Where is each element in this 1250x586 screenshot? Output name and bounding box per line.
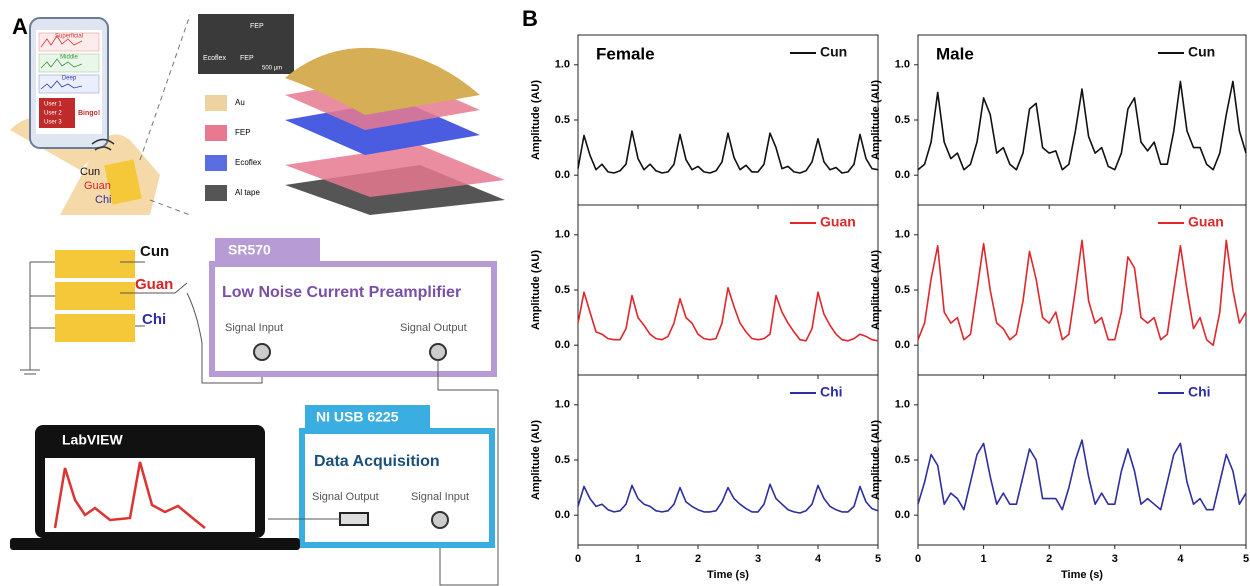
screen-label: Deep — [62, 76, 77, 82]
daq-tag-text: NI USB 6225 — [316, 409, 399, 425]
y-tick-label: 0.0 — [895, 509, 910, 521]
legend-label: Chi — [1188, 384, 1211, 400]
badge: Bingo! — [78, 110, 100, 117]
port-label: Signal Input — [411, 491, 469, 503]
x-tick-label: 1 — [635, 553, 641, 565]
bnc-port — [432, 512, 448, 528]
y-tick-label: 0.0 — [555, 339, 570, 351]
x-tick-label: 2 — [1046, 553, 1052, 565]
sem-label: Ecoflex — [203, 55, 226, 62]
user-label: User 1 — [44, 102, 62, 108]
sem-label: FEP — [250, 23, 264, 30]
y-tick-label: 0.5 — [895, 284, 910, 296]
legend-label: Guan — [820, 214, 856, 230]
y-tick-label: 1.0 — [895, 399, 910, 411]
chart-title: Male — [936, 44, 974, 63]
y-tick-label: 0.5 — [895, 454, 910, 466]
x-tick-label: 3 — [1112, 553, 1118, 565]
sem-label: FEP — [240, 55, 254, 62]
x-tick-label: 0 — [915, 553, 921, 565]
daq-box — [302, 431, 492, 545]
x-tick-label: 4 — [1177, 553, 1184, 565]
legend-label: Guan — [1188, 214, 1224, 230]
channel-label: Cun — [140, 243, 169, 260]
y-tick-label: 1.0 — [555, 229, 570, 241]
figure: A Superficial Middle Deep User 1 User 2 … — [0, 0, 1250, 586]
wrist-label: Chi — [95, 194, 112, 206]
layer-label: Ecoflex — [235, 158, 261, 167]
bnc-port — [430, 344, 446, 360]
amp-title: Low Noise Current Preamplifier — [222, 284, 461, 301]
amp-box — [212, 264, 494, 374]
x-tick-label: 0 — [575, 553, 581, 565]
x-axis-label: Time (s) — [707, 569, 749, 581]
legend-swatch — [205, 125, 227, 141]
amp-tag-text: SR570 — [228, 242, 271, 258]
y-axis-label: Amplitude (AU) — [870, 80, 882, 160]
port-label: Signal Output — [312, 491, 379, 503]
y-tick-label: 1.0 — [895, 229, 910, 241]
usb-port — [340, 513, 368, 525]
channel-label: Chi — [142, 311, 166, 328]
y-tick-label: 0.0 — [555, 169, 570, 181]
port-label: Signal Output — [400, 322, 467, 334]
legend-label: Cun — [1188, 44, 1215, 60]
y-tick-label: 0.0 — [895, 169, 910, 181]
legend-swatch — [205, 95, 227, 111]
y-tick-label: 1.0 — [895, 59, 910, 71]
y-tick-label: 0.5 — [895, 114, 910, 126]
sem-scale: 500 µm — [262, 66, 282, 72]
laptop-base — [10, 538, 300, 550]
legend-label: Chi — [820, 384, 843, 400]
y-tick-label: 0.0 — [895, 339, 910, 351]
bnc-port — [254, 344, 270, 360]
x-axis-label: Time (s) — [1061, 569, 1103, 581]
y-tick-label: 0.5 — [555, 114, 570, 126]
panel-label: A — [12, 14, 28, 39]
x-tick-label: 5 — [1243, 553, 1249, 565]
daq-title: Data Acquisition — [314, 453, 440, 470]
x-tick-label: 4 — [815, 553, 822, 565]
wrist-label: Cun — [80, 166, 100, 178]
y-axis-label: Amplitude (AU) — [530, 80, 542, 160]
x-tick-label: 2 — [695, 553, 701, 565]
screen-label: Superficial — [55, 34, 83, 40]
y-tick-label: 0.0 — [555, 509, 570, 521]
layer-label: FEP — [235, 128, 251, 137]
y-tick-label: 1.0 — [555, 59, 570, 71]
user-label: User 2 — [44, 111, 62, 117]
x-tick-label: 5 — [875, 553, 881, 565]
wrist-label: Guan — [84, 180, 111, 192]
layer-label: Al tape — [235, 188, 260, 197]
user-label: User 3 — [44, 120, 62, 126]
x-tick-label: 1 — [981, 553, 987, 565]
y-axis-label: Amplitude (AU) — [870, 250, 882, 330]
y-axis-label: Amplitude (AU) — [530, 250, 542, 330]
y-tick-label: 1.0 — [555, 399, 570, 411]
y-axis-label: Amplitude (AU) — [530, 420, 542, 500]
panel-label: B — [522, 6, 538, 31]
legend-swatch — [205, 155, 227, 171]
chart-title: Female — [596, 44, 655, 63]
y-tick-label: 0.5 — [555, 454, 570, 466]
y-axis-label: Amplitude (AU) — [870, 420, 882, 500]
y-tick-label: 0.5 — [555, 284, 570, 296]
port-label: Signal Input — [225, 322, 283, 334]
screen-label: Middle — [60, 55, 78, 61]
software-label: LabVIEW — [62, 432, 123, 448]
legend-swatch — [205, 185, 227, 201]
legend-label: Cun — [820, 44, 847, 60]
layer-label: Au — [235, 98, 245, 107]
x-tick-label: 3 — [755, 553, 761, 565]
channel-label: Guan — [135, 276, 173, 293]
